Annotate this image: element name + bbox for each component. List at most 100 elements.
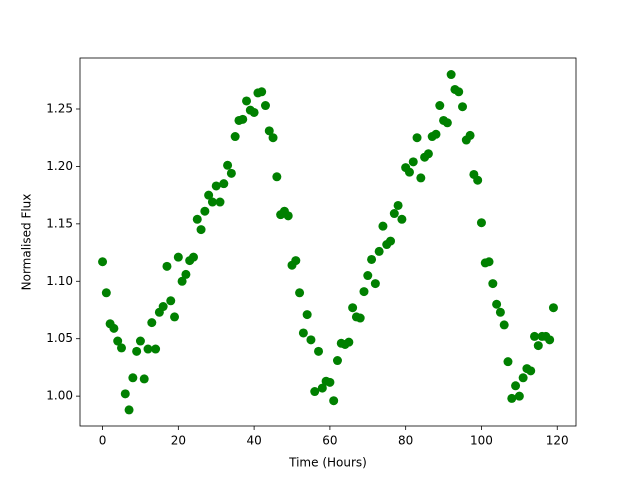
point — [166, 296, 176, 306]
point — [476, 218, 486, 228]
point — [215, 197, 225, 207]
point — [116, 343, 126, 353]
point — [446, 70, 456, 80]
point — [329, 396, 339, 406]
point — [151, 344, 161, 354]
plot-frame — [79, 57, 577, 427]
point — [268, 133, 278, 143]
point — [109, 323, 119, 333]
point — [408, 157, 418, 167]
point — [192, 214, 202, 224]
point — [484, 257, 494, 267]
point — [548, 303, 558, 313]
point — [204, 190, 214, 200]
point — [473, 175, 483, 185]
point — [503, 357, 513, 367]
y-tick-label: 1.20 — [46, 159, 73, 173]
point — [128, 373, 138, 383]
point — [416, 173, 426, 183]
point — [363, 271, 373, 281]
y-tick-label: 1.25 — [46, 101, 73, 115]
point — [177, 276, 187, 286]
point — [442, 118, 452, 128]
x-tick-label: 80 — [398, 434, 413, 448]
point — [344, 337, 354, 347]
point — [386, 236, 396, 246]
point — [238, 114, 248, 124]
point — [230, 132, 240, 142]
point — [226, 168, 236, 178]
y-tick-label: 1.05 — [46, 331, 73, 345]
x-tick-label: 40 — [246, 434, 261, 448]
point — [219, 179, 229, 189]
point — [98, 257, 108, 267]
y-axis-label: Normalised Flux — [20, 194, 34, 291]
point — [291, 256, 301, 266]
point — [306, 335, 316, 345]
x-tick-label: 60 — [322, 434, 337, 448]
point — [393, 200, 403, 210]
point — [514, 391, 524, 401]
point — [257, 87, 267, 97]
point — [530, 331, 540, 341]
point — [139, 374, 149, 384]
point — [367, 254, 377, 264]
point — [511, 381, 521, 391]
point — [211, 181, 221, 191]
point — [260, 101, 270, 111]
point — [495, 307, 505, 317]
point — [283, 211, 293, 221]
point — [302, 310, 312, 320]
point — [143, 344, 153, 354]
point — [454, 87, 464, 97]
point — [389, 209, 399, 219]
point — [101, 288, 111, 298]
point — [207, 197, 217, 207]
point — [378, 221, 388, 231]
point — [435, 101, 445, 111]
x-tick-label: 120 — [546, 434, 569, 448]
point — [196, 225, 206, 235]
point — [423, 149, 433, 159]
point — [298, 328, 308, 338]
point — [264, 126, 274, 136]
point — [162, 261, 172, 271]
point — [518, 373, 528, 383]
x-axis-label: Time (Hours) — [288, 456, 367, 470]
point — [488, 279, 498, 289]
point — [249, 107, 259, 117]
point — [181, 269, 191, 279]
point — [370, 279, 380, 289]
point — [458, 102, 468, 112]
point — [200, 206, 210, 216]
point — [135, 336, 145, 346]
point — [310, 387, 320, 397]
point — [272, 172, 282, 182]
point — [499, 320, 509, 330]
point — [533, 341, 543, 351]
point — [507, 393, 517, 403]
point — [173, 252, 183, 262]
x-tick-label: 20 — [171, 434, 186, 448]
x-tick-label: 100 — [470, 434, 493, 448]
y-tick-label: 1.00 — [46, 389, 73, 403]
point — [374, 246, 384, 256]
point — [113, 336, 123, 346]
point — [465, 130, 475, 140]
x-tick-label: 0 — [99, 434, 107, 448]
point — [170, 312, 180, 322]
point — [223, 160, 233, 170]
point — [412, 133, 422, 143]
point — [188, 252, 198, 262]
point — [431, 129, 441, 139]
point — [355, 313, 365, 323]
point — [295, 288, 305, 298]
point — [120, 389, 130, 399]
point — [317, 383, 327, 393]
point — [492, 299, 502, 309]
point — [359, 287, 369, 297]
point — [132, 346, 142, 356]
point — [332, 356, 342, 366]
